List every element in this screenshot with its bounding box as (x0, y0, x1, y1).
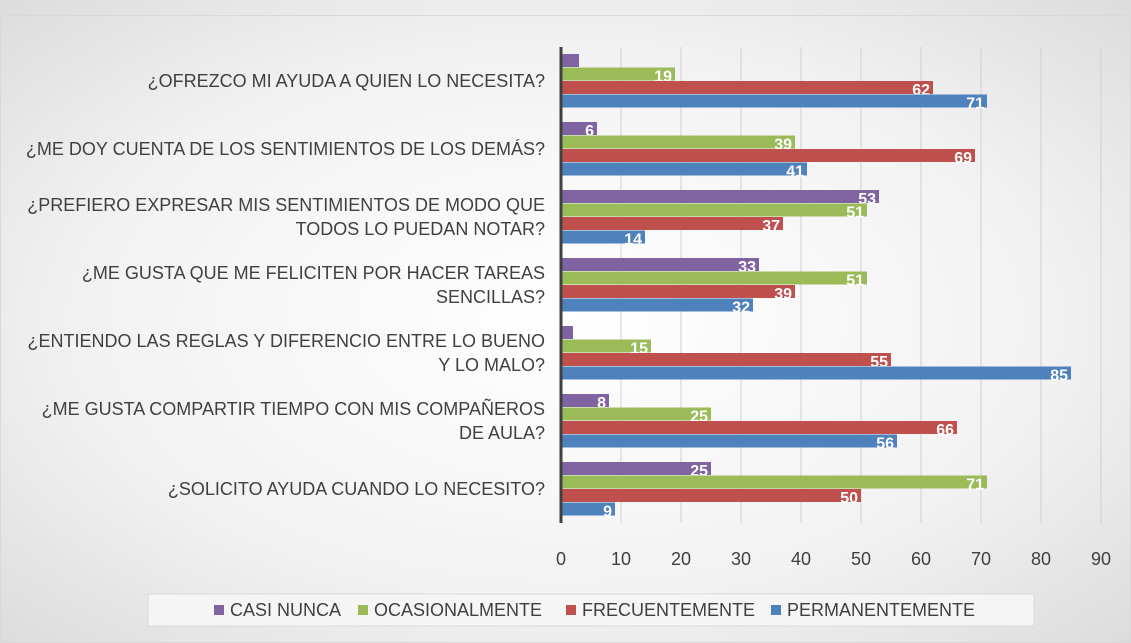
bar (561, 94, 987, 108)
y-tick-label: ¿ME DOY CUENTA DE LOS SENTIMIENTOS DE LO… (25, 139, 545, 159)
x-tick-label: 40 (791, 549, 811, 569)
bar (561, 339, 651, 353)
bar (561, 230, 645, 244)
data-label: 66 (936, 422, 954, 439)
bar (561, 203, 867, 217)
bar (561, 190, 879, 203)
legend-label: FRECUENTEMENTE (582, 600, 755, 620)
data-label: 85 (1050, 367, 1068, 384)
x-tick-label: 10 (611, 549, 631, 569)
data-label: 71 (966, 95, 984, 112)
y-tick-label: ¿OFREZCO MI AYUDA A QUIEN LO NECESITA? (147, 71, 545, 91)
bar (561, 366, 1071, 380)
bar (561, 149, 975, 162)
x-tick-label: 70 (971, 549, 991, 569)
data-label: 8 (597, 395, 606, 412)
y-tick-label: ¿ME GUSTA COMPARTIR TIEMPO CON MIS COMPA… (41, 399, 545, 443)
y-tick-label: ¿ENTIENDO LAS REGLAS Y DIFERENCIO ENTRE … (27, 331, 545, 375)
legend-label: PERMANENTEMENTE (787, 600, 975, 620)
bar (561, 258, 759, 271)
bar (561, 135, 795, 149)
legend-swatch (358, 605, 368, 615)
x-tick-label: 90 (1091, 549, 1111, 569)
data-label: 41 (786, 163, 804, 180)
data-label: 51 (846, 204, 864, 221)
legend-label: CASI NUNCA (230, 600, 341, 620)
data-label: 51 (846, 272, 864, 289)
x-tick-label: 60 (911, 549, 931, 569)
bar (561, 421, 957, 434)
bar (561, 394, 609, 407)
data-label: 6 (585, 123, 594, 140)
bar (561, 67, 675, 81)
data-label: 69 (954, 150, 972, 167)
bar (561, 217, 783, 230)
data-label: 56 (876, 435, 894, 452)
data-label: 37 (762, 218, 780, 235)
bar (561, 502, 615, 516)
bar (561, 407, 711, 421)
bar (561, 298, 753, 312)
legend-label: OCASIONALMENTE (374, 600, 542, 620)
x-tick-label: 0 (556, 549, 566, 569)
data-label: 71 (966, 476, 984, 493)
bar (561, 285, 795, 298)
bar (561, 462, 711, 475)
data-label: 39 (774, 286, 792, 303)
legend-swatch (566, 605, 576, 615)
legend-box (147, 593, 1035, 627)
bar (561, 122, 597, 135)
bar (561, 489, 861, 502)
bar (561, 162, 807, 176)
data-label: 32 (732, 299, 750, 316)
bar (561, 475, 987, 489)
bar (561, 81, 933, 94)
bar (561, 326, 573, 339)
legend-swatch (214, 605, 224, 615)
x-tick-label: 50 (851, 549, 871, 569)
x-tick-label: 30 (731, 549, 751, 569)
data-label: 14 (624, 231, 642, 248)
x-tick-label: 80 (1031, 549, 1051, 569)
legend-swatch (771, 605, 781, 615)
y-tick-label: ¿PREFIERO EXPRESAR MIS SENTIMIENTOS DE M… (27, 195, 545, 239)
y-tick-label: ¿ME GUSTA QUE ME FELICITEN POR HACER TAR… (81, 263, 545, 307)
y-tick-label: ¿SOLICITO AYUDA CUANDO LO NECESITO? (167, 479, 545, 499)
data-label: 50 (840, 490, 858, 507)
bar (561, 271, 867, 285)
data-label: 9 (603, 503, 612, 520)
bar (561, 353, 891, 366)
x-tick-label: 20 (671, 549, 691, 569)
bar (561, 434, 897, 448)
bar (561, 54, 579, 67)
